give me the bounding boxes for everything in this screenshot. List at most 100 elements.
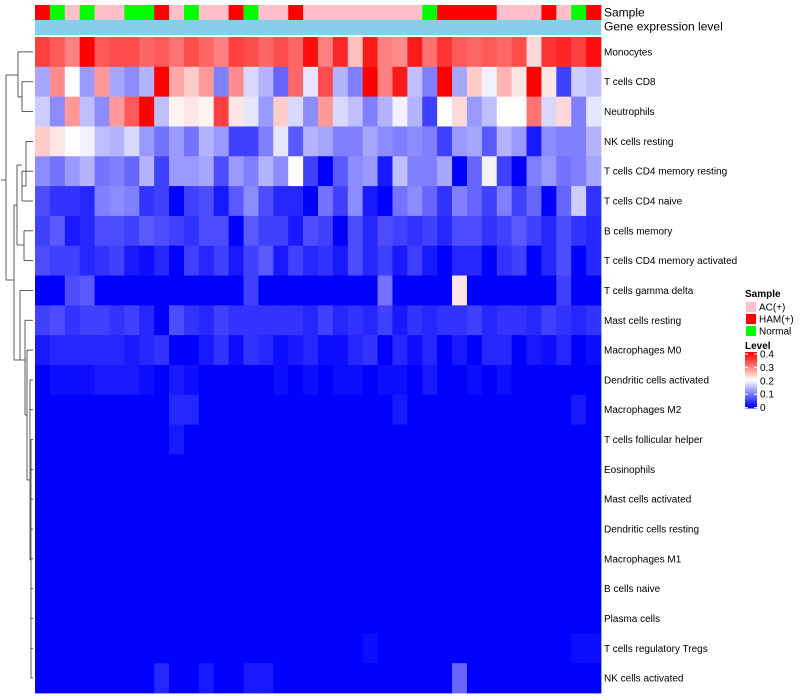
row-label: NK cells activated <box>604 674 683 685</box>
heatmap-cell <box>79 186 95 217</box>
heatmap-cell <box>377 543 393 575</box>
heatmap-cell <box>377 424 393 455</box>
heatmap-cell <box>35 335 51 366</box>
heatmap-cell <box>124 245 140 276</box>
heatmap-cell <box>169 215 185 247</box>
heatmap-cell <box>198 633 215 664</box>
heatmap-cell <box>94 275 110 306</box>
heatmap-cell <box>243 365 259 396</box>
heatmap-cell <box>139 275 155 306</box>
heatmap-cell <box>139 335 155 366</box>
row-label: T cells follicular helper <box>604 435 703 446</box>
row-dendrogram <box>1 51 33 679</box>
heatmap-cell <box>332 484 349 515</box>
heatmap-cell <box>466 365 483 396</box>
heatmap-cell <box>347 394 364 426</box>
heatmap-cell <box>541 245 557 276</box>
heatmap-cell <box>303 126 319 157</box>
heatmap-cell <box>79 543 95 575</box>
heatmap-cell <box>169 365 185 396</box>
heatmap-cell <box>79 454 95 485</box>
legend-gradient-step <box>745 370 757 373</box>
heatmap-cell <box>347 156 364 187</box>
heatmap-cell <box>109 126 125 157</box>
sample-cell <box>332 5 349 20</box>
heatmap-cell <box>213 245 230 276</box>
heatmap-cell <box>571 215 587 247</box>
heatmap-cell <box>571 275 587 306</box>
row-label: Macrophages M0 <box>604 346 682 357</box>
heatmap-cell <box>586 603 602 634</box>
heatmap-cell <box>541 543 557 575</box>
heatmap-cell <box>586 156 602 187</box>
heatmap-cell <box>556 126 572 157</box>
heatmap-cell <box>154 365 170 396</box>
heatmap-cell <box>228 37 244 68</box>
heatmap-cell <box>154 543 170 575</box>
sample-cell <box>422 5 438 20</box>
heatmap-cell <box>169 484 185 515</box>
heatmap-cell <box>496 96 513 127</box>
heatmap-cell <box>228 424 244 455</box>
heatmap-cell <box>288 394 304 426</box>
heatmap-cell <box>332 543 349 575</box>
heatmap-cell <box>139 514 155 545</box>
heatmap-cell <box>288 305 304 336</box>
heatmap-cell <box>571 365 587 396</box>
heatmap-cell <box>422 186 438 217</box>
heatmap-cell <box>169 245 185 276</box>
heatmap-cell <box>496 275 513 306</box>
heatmap-cell <box>213 335 230 366</box>
heatmap-cell <box>586 573 602 604</box>
heatmap-cell <box>466 573 483 604</box>
heatmap-cell <box>169 573 185 604</box>
heatmap-cell <box>541 37 557 68</box>
heatmap-cell <box>422 66 438 98</box>
heatmap-cell <box>258 275 274 306</box>
heatmap-cell <box>481 275 498 306</box>
heatmap-cell <box>64 186 81 217</box>
heatmap-cell <box>35 663 51 694</box>
heatmap-cell <box>392 603 408 634</box>
heatmap-cell <box>392 215 408 247</box>
heatmap-cell <box>362 245 378 276</box>
heatmap-cell <box>347 663 364 694</box>
heatmap-cell <box>213 365 230 396</box>
row-label: Plasma cells <box>604 614 660 625</box>
heatmap-cell <box>347 484 364 515</box>
heatmap-cell <box>124 66 140 98</box>
heatmap-cell <box>481 454 498 485</box>
heatmap-cell <box>64 603 81 634</box>
sample-cell <box>228 5 244 20</box>
heatmap-cell <box>79 245 95 276</box>
heatmap-cell <box>258 543 274 575</box>
heatmap-cell <box>526 663 542 694</box>
heatmap-cell <box>437 663 453 694</box>
heatmap-cell <box>526 96 542 127</box>
heatmap-cell <box>481 305 498 336</box>
heatmap-cell <box>407 663 423 694</box>
heatmap-cell <box>496 603 513 634</box>
heatmap-cell <box>124 454 140 485</box>
heatmap-cell <box>437 245 453 276</box>
heatmap-cell <box>49 186 66 217</box>
heatmap-cell <box>407 37 423 68</box>
sample-cell <box>466 5 483 20</box>
heatmap-cell <box>64 275 81 306</box>
heatmap-cell <box>571 394 587 426</box>
legend-gradient-step <box>745 378 757 381</box>
heatmap-cell <box>407 245 423 276</box>
legend-swatch <box>746 302 756 312</box>
row-label: T cells CD4 memory activated <box>604 256 737 267</box>
heatmap-cell <box>64 365 81 396</box>
heatmap-cell <box>288 454 304 485</box>
heatmap-cell <box>556 156 572 187</box>
heatmap-cell <box>526 126 542 157</box>
heatmap-cell <box>109 186 125 217</box>
heatmap-cell <box>183 186 200 217</box>
heatmap-cell <box>169 603 185 634</box>
heatmap-cell <box>466 156 483 187</box>
heatmap-cell <box>64 424 81 455</box>
heatmap-cell <box>228 365 244 396</box>
heatmap-cell <box>496 156 513 187</box>
